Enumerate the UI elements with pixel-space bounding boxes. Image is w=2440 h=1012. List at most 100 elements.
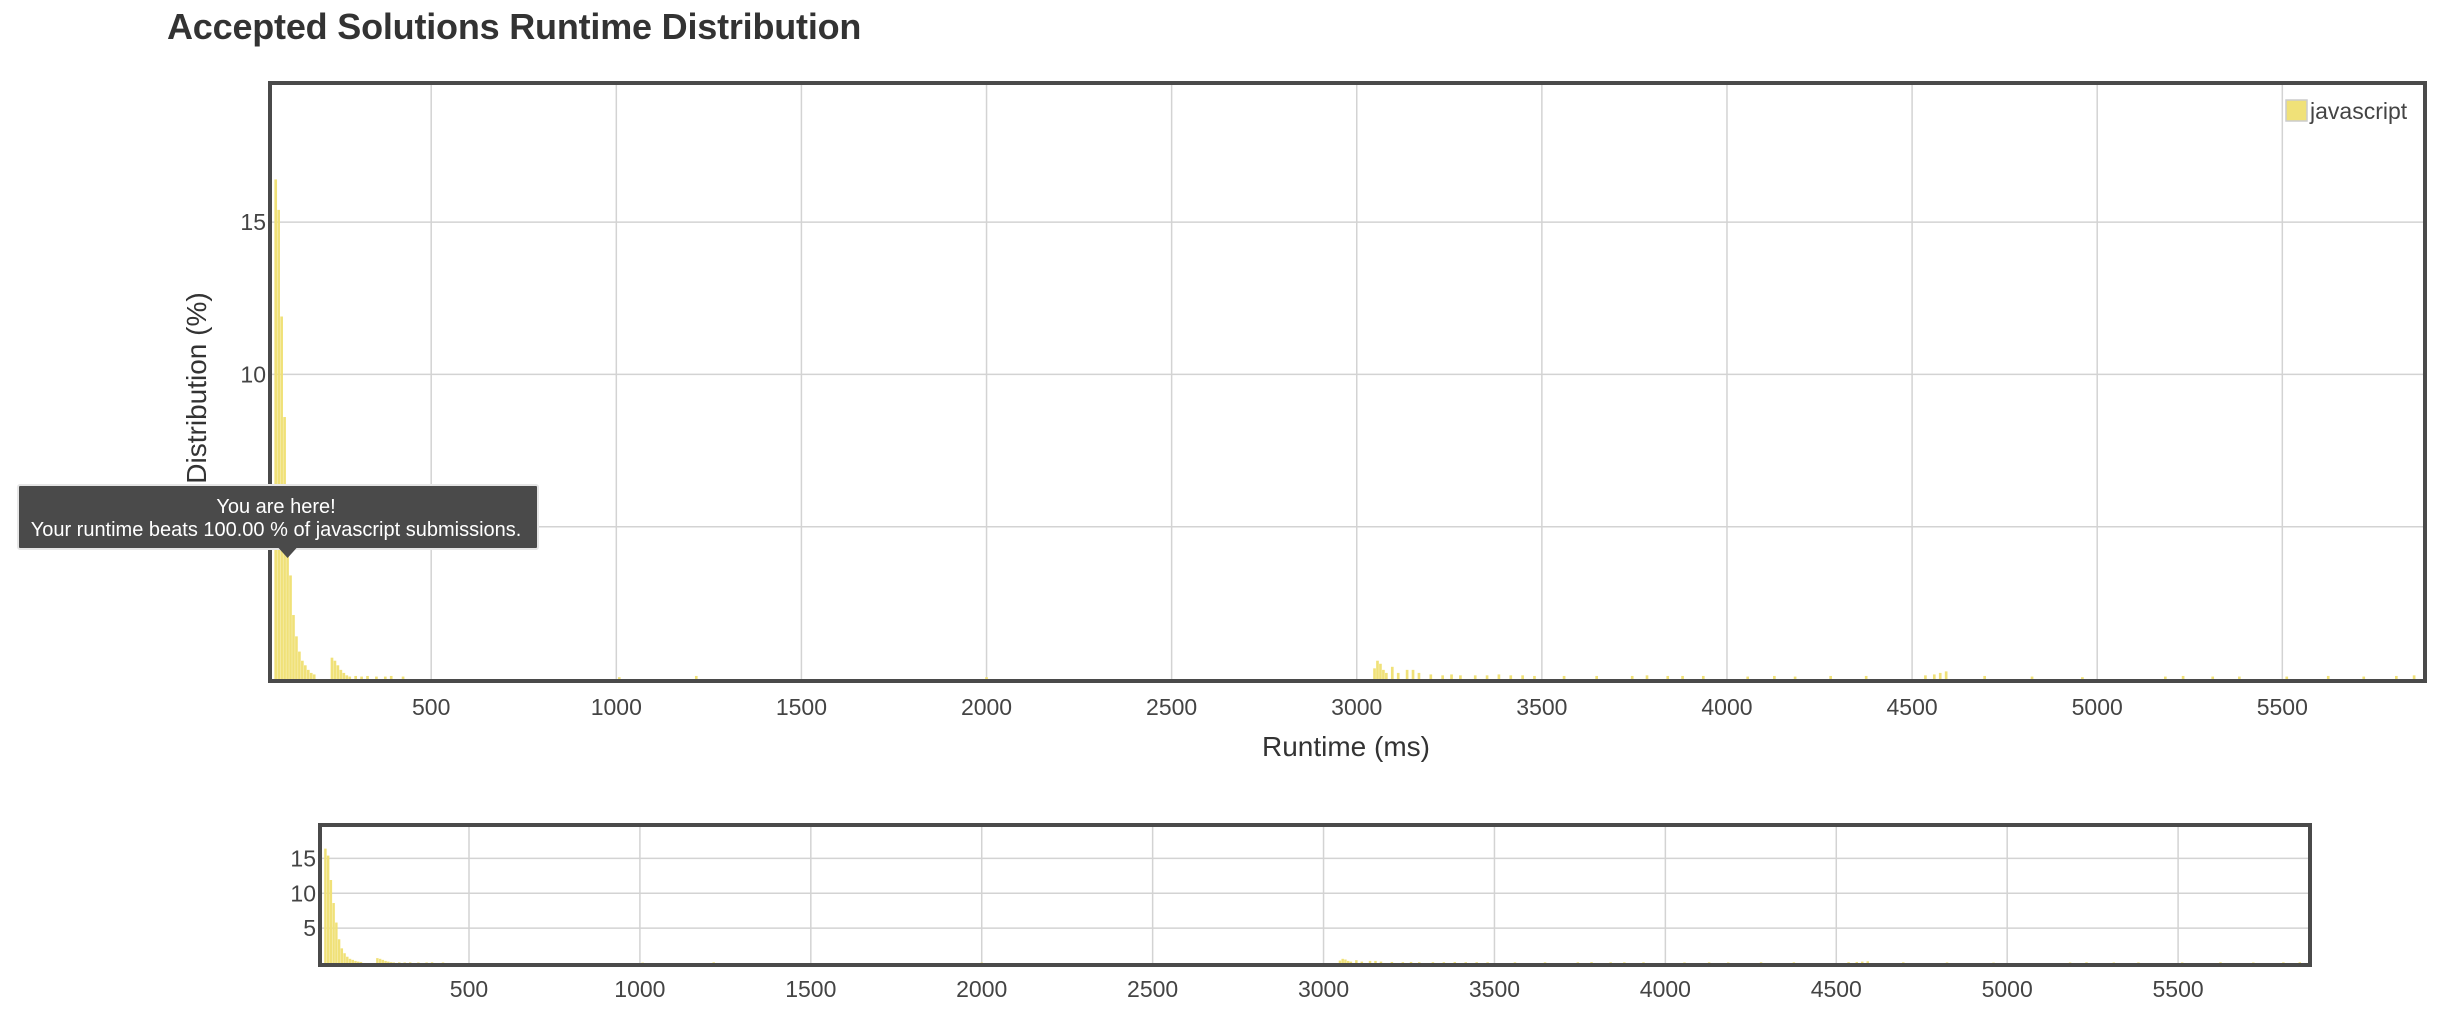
bar[interactable] [2163,676,2167,679]
bar[interactable] [345,675,349,679]
bar[interactable] [417,962,420,964]
bar[interactable] [298,651,301,679]
bar[interactable] [1595,675,1598,679]
bar[interactable] [1924,675,1927,679]
bar[interactable] [1623,962,1626,964]
bar[interactable] [985,677,988,679]
legend[interactable]: javascript [2285,98,2408,124]
bar[interactable] [336,665,340,679]
bar[interactable] [286,502,289,679]
bar[interactable] [1642,962,1645,964]
bar[interactable] [2181,675,2185,679]
bar[interactable] [312,674,316,679]
bar[interactable] [346,956,349,963]
bar[interactable] [403,962,406,964]
bar[interactable] [1945,962,1949,964]
bar[interactable] [398,962,401,964]
bar[interactable] [326,855,330,963]
bar[interactable] [1429,674,1433,679]
bar[interactable] [1431,962,1435,964]
bar[interactable] [335,922,338,963]
bar[interactable] [712,962,715,964]
bar[interactable] [1521,675,1524,679]
bar[interactable] [1473,675,1477,679]
bar[interactable] [1338,960,1342,963]
bar[interactable] [1864,675,1868,679]
bar[interactable] [1485,675,1489,679]
bar[interactable] [1390,961,1394,963]
bar[interactable] [351,959,354,963]
bar[interactable] [2180,962,2184,964]
bar[interactable] [339,669,343,679]
bar[interactable] [2219,962,2222,964]
bar[interactable] [1453,961,1457,963]
bar[interactable] [1562,675,1566,679]
bar[interactable] [366,675,369,679]
bar[interactable] [401,676,405,679]
bar[interactable] [1938,672,1942,679]
bar[interactable] [306,669,310,679]
bar[interactable] [1374,960,1377,963]
bar[interactable] [381,959,385,963]
bar[interactable] [376,958,379,963]
bar[interactable] [292,615,295,679]
bar[interactable] [2030,676,2034,679]
bar[interactable] [1486,962,1489,964]
bar[interactable] [1630,675,1634,679]
bar[interactable] [2282,962,2285,964]
bar[interactable] [1855,961,1859,963]
bar[interactable] [1773,675,1776,679]
bar[interactable] [1346,960,1350,963]
bar[interactable] [1829,675,1832,679]
bar[interactable] [389,962,393,964]
bar[interactable] [2285,676,2289,679]
bar[interactable] [1683,962,1686,964]
bar[interactable] [408,962,412,964]
bar[interactable] [375,676,378,679]
bar[interactable] [1390,666,1394,679]
bar[interactable] [1944,671,1948,679]
bar[interactable] [441,962,445,964]
bar[interactable] [1746,676,1750,679]
bar[interactable] [1727,962,1730,964]
bar[interactable] [1442,962,1446,964]
bar[interactable] [1645,675,1649,679]
bar[interactable] [1376,660,1379,679]
bar[interactable] [1513,962,1517,964]
bar[interactable] [1450,674,1453,679]
bar[interactable] [309,672,313,679]
bar[interactable] [1861,961,1864,963]
bar[interactable] [301,660,304,679]
bar[interactable] [357,961,360,963]
bar[interactable] [360,676,363,679]
bar[interactable] [1418,962,1421,964]
bar[interactable] [340,948,344,963]
bar[interactable] [2112,962,2116,964]
bar[interactable] [348,676,352,679]
bar[interactable] [324,848,327,963]
bar[interactable] [329,880,333,963]
bar[interactable] [1497,674,1501,679]
bar[interactable] [1459,675,1462,679]
bar[interactable] [1759,962,1763,964]
bar[interactable] [274,179,278,679]
bar[interactable] [1401,962,1405,964]
bar[interactable] [1509,675,1513,679]
bar[interactable] [2068,962,2072,964]
bar[interactable] [354,960,357,963]
bar[interactable] [1666,675,1670,679]
bar[interactable] [337,939,341,963]
bar[interactable] [383,676,387,679]
bar[interactable] [1441,675,1444,679]
bar[interactable] [1373,668,1376,679]
bar[interactable] [1355,960,1358,963]
bar[interactable] [1793,676,1797,679]
bar[interactable] [1417,672,1421,679]
bar[interactable] [389,675,393,679]
bar[interactable] [342,672,346,679]
bar[interactable] [387,961,390,963]
bar[interactable] [1344,959,1347,963]
bar[interactable] [330,657,334,679]
bar[interactable] [359,961,363,963]
bar[interactable] [1360,961,1364,963]
